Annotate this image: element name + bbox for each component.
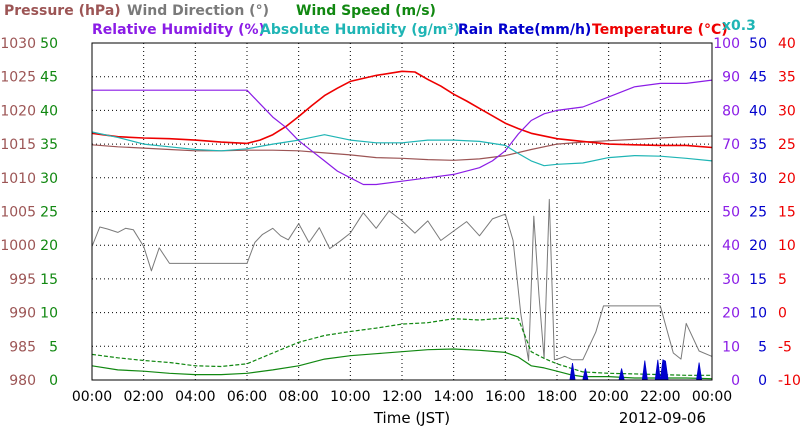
y-tick-label: 20 [40,238,58,254]
y-tick-label: 10 [722,339,740,355]
x-tick-label: 02:00 [123,389,163,405]
y-tick-label: 1005 [0,205,36,221]
chart-legend: Pressure (hPa) Wind Direction (°) Wind S… [4,3,756,38]
y-tick-label: 1010 [0,171,36,187]
y-tick-label: 35 [40,137,58,153]
y-tick-label: 90 [722,70,740,86]
y-tick-label: 35 [749,137,767,153]
y-tick-label: 40 [778,36,796,52]
y-tick-label: 70 [722,137,740,153]
x-tick-label: 00:00 [72,389,112,405]
y-tick-label: 40 [749,103,767,119]
y-tick-label: 50 [722,205,740,221]
y-tick-label: 45 [749,70,767,86]
y-tick-label: 25 [749,205,767,221]
legend-rain-rate: Rain Rate(mm/h) [458,22,591,38]
y-tick-label: 50 [749,36,767,52]
y-tick-label: 10 [778,238,796,254]
series-temperature-c [91,70,713,149]
y-tick-label: 1025 [0,70,36,86]
y-tick-label: 1020 [0,103,36,119]
legend-temperature: Temperature (°C) [592,22,728,38]
y-tick-label: 40 [722,238,740,254]
x-tick-label: 22:00 [640,389,680,405]
y-tick-label: -5 [778,339,792,355]
x-axis-title: Time (JST) [373,409,450,427]
series-wind-direction [91,198,713,361]
y-tick-label: 30 [722,272,740,288]
x-tick-label: 14:00 [433,389,473,405]
y-tick-label: 0 [49,373,58,389]
y-tick-label: 985 [9,339,36,355]
legend-absolute-humidity: Absolute Humidity (g/m³) [260,22,460,38]
y-tick-label: 15 [40,272,58,288]
y-tick-label: 60 [722,171,740,187]
y-tick-label: 0 [758,373,767,389]
y-tick-label: 20 [722,306,740,322]
series-wind-speed-m-s [91,348,713,380]
y-tick-label: 1000 [0,238,36,254]
y-tick-label: 15 [749,272,767,288]
date-label: 2012-09-06 [619,409,706,427]
y-tick-label: 980 [9,373,36,389]
y-tick-label: 5 [758,339,767,355]
y-tick-label: 40 [40,103,58,119]
y-tick-label: 10 [40,306,58,322]
y-tick-label: 50 [40,36,58,52]
y-tick-label: 25 [778,137,796,153]
y-tick-label: 80 [722,103,740,119]
y-tick-label: 35 [778,70,796,86]
series-pressure-hpa [91,135,713,161]
x-tick-label: 10:00 [330,389,370,405]
y-tick-label: 1015 [0,137,36,153]
x-tick-label: 18:00 [537,389,577,405]
y-tick-label: 25 [40,205,58,221]
y-tick-label: 0 [731,373,740,389]
grid-lines [92,43,712,380]
y-tick-label: 5 [778,272,787,288]
axis-layer: 9809859909951000100510101015102010251030… [0,36,800,405]
series-wind-speed-max-m-s [91,317,712,376]
series-absolute-humidity-g-m [91,131,713,167]
y-tick-label: 30 [778,103,796,119]
x-tick-label: 08:00 [278,389,318,405]
y-tick-label: 10 [749,306,767,322]
y-tick-label: 20 [749,238,767,254]
y-tick-label: 30 [749,171,767,187]
legend-wind-direction: Wind Direction (°) [127,3,269,19]
legend-multiplier: x0.3 [722,18,756,34]
series-layer [91,70,713,381]
y-tick-label: 30 [40,171,58,187]
x-tick-label: 16:00 [485,389,525,405]
y-tick-label: 20 [778,171,796,187]
y-tick-label: 100 [713,36,740,52]
legend-relative-humidity: Relative Humidity (%) [92,22,265,38]
y-tick-label: 1030 [0,36,36,52]
y-tick-label: 990 [9,306,36,322]
x-tick-label: 00:00 [692,389,732,405]
x-tick-label: 20:00 [588,389,628,405]
y-tick-label: 995 [9,272,36,288]
series-relative-humidity [92,79,713,186]
y-tick-label: 5 [49,339,58,355]
y-tick-label: 45 [40,70,58,86]
legend-pressure: Pressure (hPa) [4,3,121,19]
x-tick-label: 04:00 [175,389,215,405]
y-tick-label: -10 [778,373,800,389]
x-tick-label: 06:00 [227,389,267,405]
y-tick-label: 15 [778,205,796,221]
plot-frame [91,42,713,381]
x-tick-label: 12:00 [382,389,422,405]
legend-wind-speed: Wind Speed (m/s) [296,3,436,19]
y-tick-label: 0 [778,306,787,322]
